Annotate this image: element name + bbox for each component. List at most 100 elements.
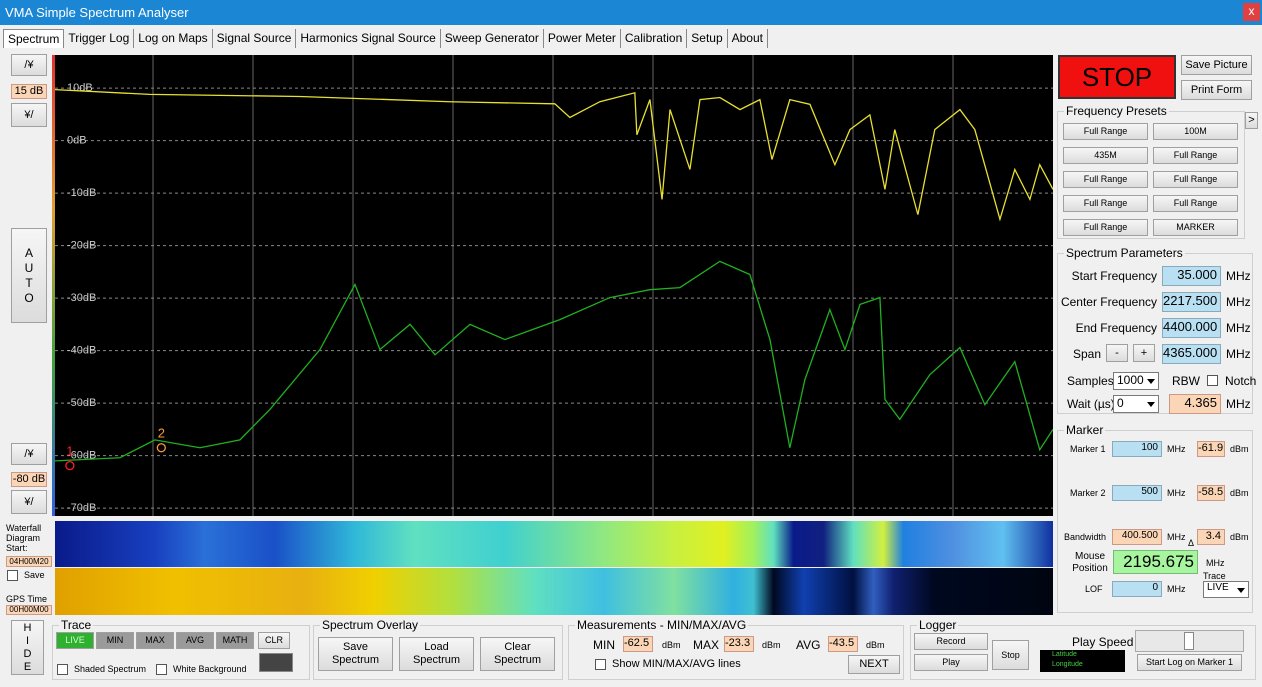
rbw-label: RBW (1172, 374, 1200, 388)
tab[interactable]: About (728, 29, 768, 48)
preset-button[interactable]: Full Range (1153, 195, 1238, 212)
marker1-level: -61.9 (1197, 441, 1225, 457)
close-button[interactable]: x (1243, 3, 1260, 21)
print-form-button[interactable]: Print Form (1181, 80, 1252, 100)
bottom-up-button[interactable]: /¥ (11, 443, 47, 465)
waterfall-start: 04H00M20 (6, 556, 52, 567)
avg-value: -43.5 (828, 636, 858, 652)
end-input[interactable]: 4400.000 (1162, 318, 1221, 338)
tab[interactable]: Spectrum (3, 29, 65, 48)
preset-button[interactable]: Full Range (1063, 219, 1148, 236)
trace-button[interactable]: AVG (176, 632, 214, 649)
bottom-level: -80 dB (11, 472, 47, 487)
preset-button[interactable]: Full Range (1063, 171, 1148, 188)
group-title: Logger (917, 618, 959, 632)
record-button[interactable]: Record (914, 633, 988, 650)
wait-label: Wait (µs) (1067, 397, 1115, 411)
next-button[interactable]: NEXT (848, 655, 900, 674)
group-title: Spectrum Parameters (1064, 246, 1185, 260)
white-bg-checkbox[interactable] (156, 664, 167, 675)
ref-down-button[interactable]: ¥/ (11, 103, 47, 127)
bandwidth-level: 3.4 (1197, 529, 1225, 545)
y-tick-label: -10dB (67, 187, 96, 199)
trace-button[interactable]: MATH (216, 632, 254, 649)
shaded-checkbox[interactable] (57, 664, 68, 675)
samples-select[interactable]: 1000 (1113, 372, 1159, 390)
y-tick-label: -20dB (67, 240, 96, 252)
preset-button[interactable]: Full Range (1063, 195, 1148, 212)
stop-log-button[interactable]: Stop (992, 640, 1029, 670)
stop-button[interactable]: STOP (1058, 55, 1176, 99)
title-bar (0, 0, 1262, 25)
marker-label: 1 (66, 444, 73, 459)
presets-more[interactable]: > (1245, 112, 1258, 129)
presets-group: Frequency Presets (1057, 104, 1245, 239)
unit: MHz (1167, 584, 1186, 594)
gps-time: 00H00M00 (6, 605, 52, 615)
preset-button[interactable]: Full Range (1063, 123, 1148, 140)
show-lines-checkbox[interactable] (595, 659, 606, 670)
start-input[interactable]: 35.000 (1162, 266, 1221, 286)
overlay-button[interactable]: Save Spectrum (318, 637, 393, 671)
tab[interactable]: Harmonics Signal Source (296, 29, 441, 48)
trace-select[interactable]: LIVE (1203, 581, 1249, 598)
trace-button[interactable]: LIVE (56, 632, 94, 649)
max-value: -23.3 (724, 636, 754, 652)
wait-select[interactable]: 0 (1113, 395, 1159, 413)
preset-button[interactable]: 100M (1153, 123, 1238, 140)
preset-button[interactable]: Full Range (1153, 147, 1238, 164)
start-log-button[interactable]: Start Log on Marker 1 (1137, 654, 1242, 671)
mouse-label: Mouse Position (1072, 551, 1108, 574)
marker1-freq[interactable]: 100 (1112, 441, 1162, 457)
center-input[interactable]: 2217.500 (1162, 292, 1221, 312)
max-label: MAX (693, 638, 720, 652)
overlay-button[interactable]: Load Spectrum (399, 637, 474, 671)
notch-label: Notch (1225, 374, 1257, 388)
play-button[interactable]: Play (914, 654, 988, 671)
notch-checkbox[interactable] (1207, 375, 1218, 386)
trace-line (55, 89, 1053, 222)
tab[interactable]: Calibration (621, 29, 688, 48)
span-input[interactable]: 4365.000 (1162, 344, 1221, 364)
save-picture-button[interactable]: Save Picture (1181, 55, 1252, 75)
tool-icons[interactable] (259, 653, 293, 672)
trace-button[interactable]: MIN (96, 632, 134, 649)
tab[interactable]: Trigger Log (64, 29, 135, 48)
ref-up-button[interactable]: /¥ (11, 54, 47, 76)
preset-button[interactable]: 435M (1063, 147, 1148, 164)
trace-button[interactable]: MAX (136, 632, 174, 649)
unit: MHz (1167, 444, 1186, 454)
lof-input[interactable]: 0 (1112, 581, 1162, 597)
auto-button[interactable]: AUTO (11, 228, 47, 323)
save-checkbox[interactable] (7, 570, 18, 581)
bottom-down-button[interactable]: ¥/ (11, 490, 47, 514)
marker2-freq[interactable]: 500 (1112, 485, 1162, 501)
preset-button[interactable]: Full Range (1153, 171, 1238, 188)
tab[interactable]: Sweep Generator (441, 29, 544, 48)
preset-button[interactable]: MARKER (1153, 219, 1238, 236)
hide-button[interactable]: HIDE (11, 620, 44, 675)
tab[interactable]: Setup (687, 29, 728, 48)
waterfall-top (55, 521, 1053, 567)
delta-symbol: Δ (1188, 538, 1195, 548)
tab[interactable]: Log on Maps (134, 29, 213, 48)
play-speed-slider[interactable] (1135, 630, 1244, 652)
level-strip (52, 55, 55, 516)
unit: MHz (1167, 488, 1186, 498)
unit: dBm (866, 640, 885, 650)
window-title: VMA Simple Spectrum Analyser (5, 5, 189, 20)
tab[interactable]: Signal Source (213, 29, 297, 48)
level-unit: dBm (1230, 444, 1249, 454)
unit: dBm (662, 640, 681, 650)
unit: MHz (1226, 347, 1251, 361)
span-minus[interactable]: - (1106, 344, 1128, 362)
rbw-value: 4.365 (1169, 394, 1221, 414)
group-title: Spectrum Overlay (320, 618, 421, 632)
y-tick-label: -60dB (67, 450, 96, 462)
tab[interactable]: Power Meter (544, 29, 621, 48)
span-plus[interactable]: + (1133, 344, 1155, 362)
clear-button[interactable]: CLR (258, 632, 290, 649)
overlay-button[interactable]: Clear Spectrum (480, 637, 555, 671)
unit: MHz (1226, 321, 1251, 335)
unit: dBm (762, 640, 781, 650)
